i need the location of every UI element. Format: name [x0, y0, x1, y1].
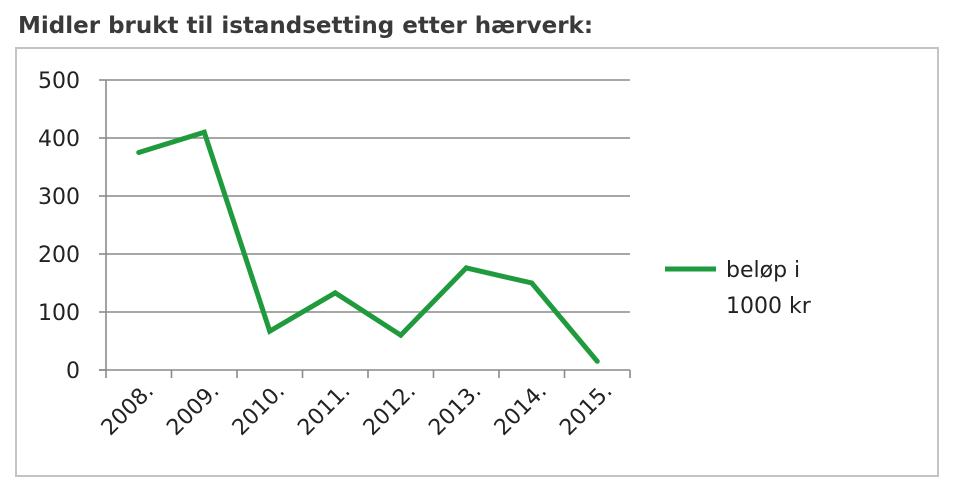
x-tick-label: 2010. — [228, 379, 290, 441]
x-tick-label: 2011. — [293, 379, 355, 441]
axes — [99, 79, 631, 378]
series-line — [138, 129, 600, 363]
x-tick-label: 2008. — [97, 379, 159, 441]
page-title: Midler brukt til istandsetting etter hær… — [18, 13, 594, 39]
x-tick-label: 2009. — [162, 379, 224, 441]
x-tick-label: 2013. — [424, 379, 486, 441]
series-layer — [136, 129, 600, 364]
y-tick-label: 200 — [38, 243, 80, 268]
gridlines — [106, 79, 630, 313]
y-tick-label: 300 — [38, 185, 80, 210]
chart-frame — [15, 47, 939, 477]
data-point — [463, 265, 469, 271]
y-tick-labels: 0 100 200 300 400 500 — [38, 69, 80, 384]
data-point — [529, 280, 535, 286]
y-tick-label: 500 — [38, 69, 80, 94]
y-tick-label: 100 — [38, 301, 80, 326]
data-point — [136, 150, 142, 155]
x-tick-label: 2012. — [359, 379, 421, 441]
data-point — [332, 290, 338, 296]
data-point — [594, 358, 600, 364]
y-tick-label: 400 — [38, 127, 80, 152]
data-point — [267, 328, 273, 334]
data-point — [398, 332, 404, 338]
x-tick-label: 2015. — [555, 379, 617, 441]
x-tick-label: 2014. — [490, 379, 552, 441]
y-tick-label: 0 — [66, 359, 80, 384]
legend-label-line-1: beløp i — [726, 258, 800, 283]
data-point — [201, 129, 207, 135]
x-tick-labels: 2008. 2009. 2010. 2011. 2012. 2013. 2014. 2015. — [97, 379, 618, 441]
legend-label-line-2: 1000 kr — [726, 294, 812, 319]
legend: beløp i 1000 kr — [665, 258, 812, 319]
